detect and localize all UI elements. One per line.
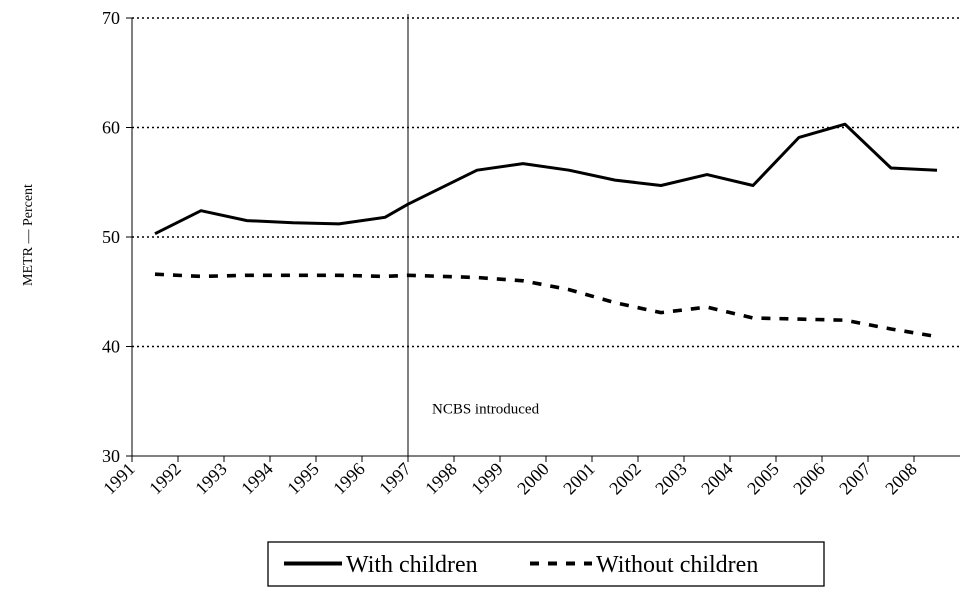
x-tick-label-2006: 2006 bbox=[789, 459, 829, 499]
y-tick-label-60: 60 bbox=[102, 118, 120, 138]
x-tick-label-2000: 2000 bbox=[513, 459, 553, 499]
x-tick-label-2002: 2002 bbox=[605, 459, 645, 499]
x-tick-label-2005: 2005 bbox=[743, 459, 783, 499]
y-axis-label: METR — Percent bbox=[21, 184, 36, 286]
x-tick-label-2003: 2003 bbox=[651, 459, 691, 499]
x-tick-label-2001: 2001 bbox=[559, 459, 599, 499]
x-tick-label-1996: 1996 bbox=[329, 459, 369, 499]
x-tick-label-1993: 1993 bbox=[191, 459, 231, 499]
y-tick-label-30: 30 bbox=[102, 446, 120, 466]
x-tick-label-1998: 1998 bbox=[421, 459, 461, 499]
legend-label-without-children: Without children bbox=[596, 552, 758, 578]
y-tick-labels: 30 40 50 60 70 bbox=[102, 8, 120, 466]
x-tick-label-2004: 2004 bbox=[697, 459, 737, 499]
legend-box bbox=[267, 541, 825, 587]
gridlines bbox=[132, 17, 960, 348]
annotations: NCBS introduced bbox=[407, 14, 540, 456]
x-tick-label-1994: 1994 bbox=[237, 459, 277, 499]
series-line-with-children bbox=[154, 122, 938, 236]
x-tick-label-2007: 2007 bbox=[835, 459, 875, 499]
y-tick-label-70: 70 bbox=[102, 8, 120, 28]
legend-label-with-children: With children bbox=[346, 552, 478, 578]
x-tick-labels: 1991 1992 1993 1994 1995 1996 1997 1998 1999 2000… bbox=[99, 459, 921, 499]
y-tick-label-50: 50 bbox=[102, 227, 120, 247]
x-tick-label-1995: 1995 bbox=[283, 459, 323, 499]
x-tick-label-1997: 1997 bbox=[375, 459, 415, 499]
annotation-label: NCBS introduced bbox=[432, 401, 540, 417]
legend: With children Without children bbox=[267, 541, 825, 587]
x-tick-label-1999: 1999 bbox=[467, 459, 507, 499]
x-tick-label-1992: 1992 bbox=[145, 459, 185, 499]
x-tick-label-2008: 2008 bbox=[881, 459, 921, 499]
axes bbox=[126, 17, 960, 462]
series-line-without-children bbox=[154, 272, 938, 339]
y-tick-label-40: 40 bbox=[102, 337, 120, 357]
series-lines bbox=[154, 122, 938, 339]
